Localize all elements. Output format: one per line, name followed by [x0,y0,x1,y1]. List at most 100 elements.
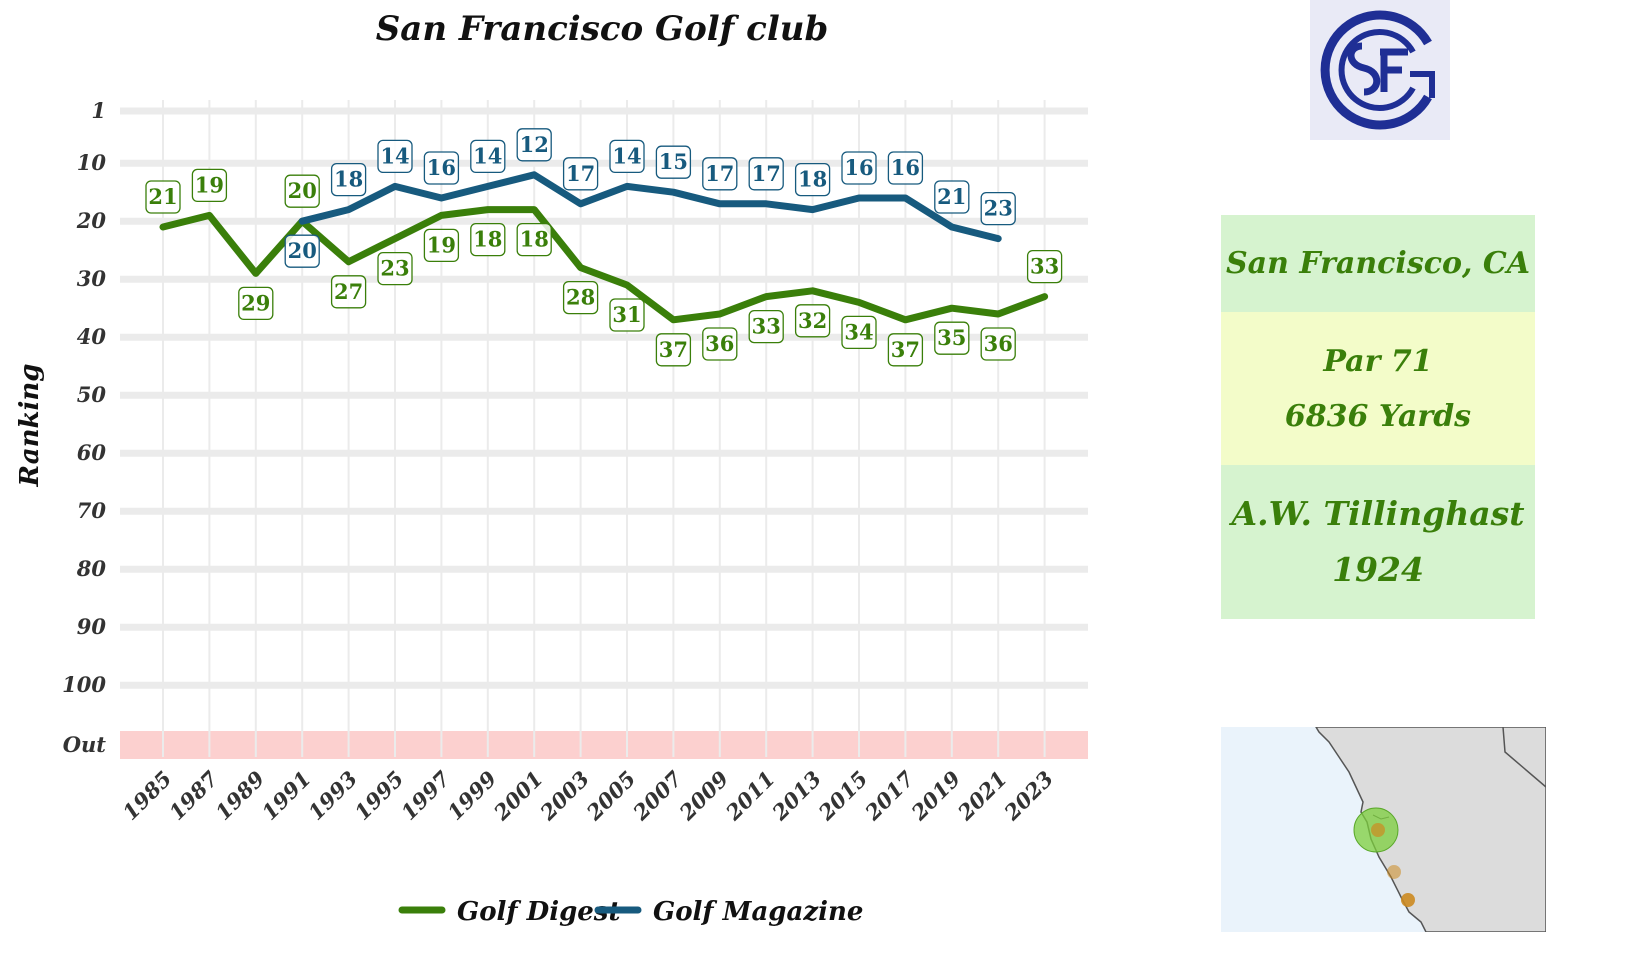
data-label-box [980,327,1016,361]
data-label: 12 [516,128,552,162]
data-label: 34 [841,315,877,350]
data-label-text: 37 [891,337,920,362]
data-label-text: 21 [148,184,177,209]
location-row: San Francisco, CA [1221,215,1535,312]
data-label-box [655,145,692,179]
data-label: 21 [934,180,970,214]
architect-text: A.W. Tillinghast [1231,494,1525,533]
x-tick-label: 2021 [952,766,1012,826]
data-label-text: 17 [566,161,595,186]
data-label: 28 [562,280,599,315]
location-text: San Francisco, CA [1225,246,1531,281]
data-label-box [934,321,970,355]
data-label-text: 33 [1030,254,1059,279]
data-label-text: 23 [380,256,409,281]
data-label-text: 37 [659,337,688,362]
y-tick-label: 20 [76,208,107,233]
data-label-text: 18 [520,227,549,252]
y-tick-label: 60 [77,440,107,465]
data-labels: 21 19 29 20 27 23 19 18 18 28 31 37 36 33 32 34 37 35 36 33… [145,128,1063,367]
data-label: 18 [330,162,367,197]
year-text: 1924 [1332,550,1424,589]
x-tick-label: 1993 [303,766,362,825]
data-label-box [238,286,274,321]
data-label-text: 17 [705,161,734,186]
data-label-box [284,234,320,268]
data-label-text: 16 [844,155,873,180]
x-tick-label: 2007 [627,766,687,826]
x-tick-label: 2019 [906,766,966,826]
y-tick-label: Out [63,732,107,757]
data-label-box [470,139,506,174]
data-label-text: 16 [891,155,920,180]
data-label-box [702,327,738,361]
data-label: 14 [609,139,645,174]
x-tick-label: 1995 [350,766,409,825]
data-label-box [609,139,645,174]
sfgc-monogram-logo-icon [1320,10,1435,130]
data-label-box [794,162,831,197]
par-yards-row: Par 71 6836 Yards [1221,312,1535,465]
x-tick-label: 2011 [720,766,780,826]
legend-label: Golf Digest [457,897,620,927]
data-label: 14 [377,139,413,174]
x-tick-label: 2023 [998,766,1058,826]
series-line-golf-magazine [298,171,1002,243]
data-label-box [609,298,645,332]
series-line-golf-digest [159,206,1049,324]
data-label: 23 [980,191,1016,226]
data-label: 17 [748,157,784,191]
data-label-box [191,168,228,203]
x-tick-label: 2001 [488,766,548,826]
data-label-text: 36 [705,331,734,356]
data-label-box [655,333,692,367]
x-tick-label: 2005 [581,766,641,826]
data-label-text: 36 [984,331,1013,356]
data-label: 32 [794,304,831,338]
y-tick-label: 90 [77,614,107,639]
data-label-box [794,304,831,338]
data-label-box [702,157,738,191]
data-label: 36 [702,327,738,361]
x-tick-label: 1989 [210,766,269,825]
data-label-box [562,280,599,315]
data-label: 21 [145,180,181,214]
data-label: 17 [562,157,599,191]
legend-label: Golf Magazine [653,897,863,927]
data-label-box [470,222,506,257]
data-label: 20 [284,174,320,208]
grid [120,100,1088,759]
data-label-box [748,309,784,344]
x-tick-label: 2017 [859,766,919,826]
x-tick-label: 1987 [164,766,223,825]
data-label: 33 [748,309,784,344]
data-label-text: 21 [937,184,966,209]
data-label: 23 [377,251,413,286]
data-label-box [1026,249,1063,284]
y-tick-label: 10 [77,150,107,175]
data-label-text: 18 [473,227,502,252]
data-label-box [841,151,877,185]
data-label-text: 16 [427,155,456,180]
data-label-box [423,151,460,185]
data-label-box [423,228,460,263]
data-label-box [330,162,367,197]
x-tick-label: 2009 [674,766,734,826]
y-tick-label: 30 [77,266,107,291]
data-label: 35 [934,321,970,355]
california-coast-map-icon [1315,727,1546,932]
data-label-text: 28 [566,285,595,310]
data-label: 19 [191,168,228,203]
data-label-text: 17 [752,161,781,186]
x-tick-label: 1991 [257,766,316,825]
data-label: 18 [794,162,831,197]
data-label-box [516,128,552,162]
data-label: 20 [284,234,320,268]
out-band [120,731,1088,759]
y-axis-label: Ranking [15,364,45,488]
data-label-box [887,151,924,185]
x-axis-ticks: 1985198719891991199319951997199920012003… [118,766,1059,826]
y-tick-label: 70 [77,498,107,523]
data-label: 27 [330,275,367,309]
